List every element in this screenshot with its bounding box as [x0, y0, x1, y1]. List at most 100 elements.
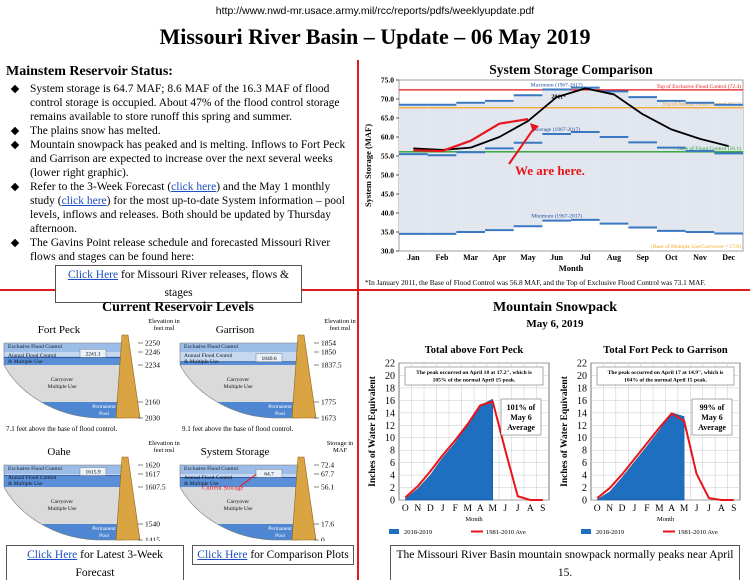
note-box [596, 366, 735, 386]
tick-label: 1673 [321, 414, 336, 423]
y-tick-label: 2 [582, 483, 587, 494]
y-tick-label: 8 [582, 446, 587, 457]
lake-outline [179, 464, 299, 541]
average-line [404, 400, 543, 501]
envelope-label: Maximum (1967-2017) [531, 82, 583, 89]
y-tick-label: 8 [390, 446, 395, 457]
tick-label: 1617 [145, 470, 160, 479]
y-tick-label: 70.0 [381, 95, 394, 104]
x-tick-label: O [402, 504, 409, 514]
x-axis-title: Month [559, 263, 584, 273]
note-text: 104% of the normal April 15 peak. [624, 378, 707, 384]
zone-label: Exclusive Flood Control [8, 466, 63, 472]
y-tick-label: 18 [385, 383, 395, 394]
range-band [657, 100, 686, 231]
reference-label: Base of Flood Control (56.1) [677, 145, 741, 152]
zone-label: Exclusive Flood Control [184, 344, 239, 350]
bullet: The plains snow has melted. [6, 124, 348, 138]
reservoir-panel: System Storage Exclusive Flood Control Ann… [179, 440, 354, 541]
bullet: Mountain snowpack has peaked and is melt… [6, 138, 348, 180]
zone-label: Pool [275, 411, 286, 417]
y-tick-label: 60.0 [381, 133, 394, 142]
range-band [456, 102, 485, 232]
x-tick-label: Sep [636, 253, 649, 262]
bullet-text: System storage is 64.7 MAF; 8.6 MAF of t… [30, 83, 340, 123]
url: http://www.nwd-mr.usace.army.mil/rcc/rep… [215, 5, 535, 17]
panel-note: 9.1 feet above the base of flood control… [182, 425, 294, 433]
x-tick-label: Jun [550, 253, 563, 262]
x-tick-label: Jan [407, 253, 420, 262]
zone-exclusive [4, 465, 122, 474]
link-text: for Latest 3-Week Forecast [75, 549, 163, 579]
current-box [255, 353, 283, 362]
range-band [714, 104, 743, 234]
note-box [404, 366, 544, 386]
bullet: The Gavins Point release schedule and fo… [6, 236, 348, 264]
y-tick-label: 75.0 [381, 76, 394, 85]
annotation: We are here. [515, 163, 585, 178]
axis-title: Elevation in [324, 318, 356, 325]
x-axis-title: Month [657, 516, 675, 523]
x-tick-label: D [427, 504, 434, 514]
y-tick-label: 55.0 [381, 152, 394, 161]
link[interactable]: click here [61, 195, 107, 207]
section-title: Mountain Snowpack [493, 300, 617, 315]
link-box: Click Here for Latest 3-Week Forecast [6, 545, 184, 580]
link[interactable]: click here [171, 181, 217, 193]
x-tick-label: A [718, 504, 725, 514]
snowpack-footer: The Missouri River Basin mountain snowpa… [390, 545, 740, 580]
x-tick-label: J [633, 504, 637, 514]
envelope-label: Average (1967-2017) [533, 126, 580, 133]
zone-label: Permanent [92, 404, 116, 410]
tick-label: 1620 [145, 461, 160, 470]
link[interactable]: Click Here [197, 549, 248, 561]
bullet-text: ) and the May 1 monthly study ( [30, 181, 331, 207]
zone-label: Annual Flood Control [184, 353, 233, 359]
range-band [542, 89, 571, 221]
y-tick-label: 10 [385, 433, 395, 444]
x-tick-label: J [441, 504, 445, 514]
zone-label: Pool [275, 533, 286, 539]
y-tick-label: 6 [582, 458, 587, 469]
link-box: Click Here for Comparison Plots [192, 545, 354, 565]
status-section: Mainstem Reservoir Status: System storag… [6, 64, 348, 264]
x-tick-label: A [668, 504, 675, 514]
status-list: System storage is 64.7 MAF; 8.6 MAF of t… [6, 82, 348, 264]
lake-outline [3, 464, 123, 541]
footnote: *In January 2011, the Base of Flood Cont… [365, 278, 706, 287]
y-tick-label: 2 [390, 483, 395, 494]
zone-exclusive [180, 465, 298, 474]
section-title: Current Reservoir Levels [102, 300, 254, 315]
current-label: Current Storage [202, 484, 243, 491]
tick-label: 17.6 [321, 520, 334, 529]
range-band [485, 100, 514, 231]
footer-text: The Missouri River Basin mountain snowpa… [396, 549, 734, 579]
x-tick-label: N [414, 504, 421, 514]
link[interactable]: Click Here [67, 269, 119, 281]
x-tick-label: Feb [436, 253, 449, 262]
tick-label: 1415 [145, 536, 160, 542]
tick-label: 1854 [321, 339, 336, 348]
snow-area [596, 412, 685, 501]
tick-label: 2030 [145, 414, 160, 423]
reservoir-name: Garrison [216, 324, 255, 336]
y-tick-label: 30.0 [381, 247, 394, 256]
arrow [508, 127, 535, 165]
zone-label: Exclusive Flood Control [8, 344, 63, 350]
axis-title: Elevation in [148, 440, 180, 447]
zone-label: Carryover [227, 499, 249, 505]
percent-text: May 6 [701, 413, 723, 422]
note-text: The peak occurred on April 17 at 14.9", … [608, 370, 724, 376]
link-text: for Missouri River releases, flows & sta… [118, 269, 289, 299]
legend-swatch [581, 529, 591, 534]
x-tick-label: Apr [492, 253, 506, 262]
y-tick-label: 14 [577, 408, 587, 419]
x-tick-label: J [516, 504, 520, 514]
y-tick-label: 45.0 [381, 190, 394, 199]
y-tick-label: 6 [390, 458, 395, 469]
zone-label: & Multiple Use [8, 359, 43, 365]
y-tick-label: 65.0 [381, 114, 394, 123]
link[interactable]: Click Here [27, 549, 78, 561]
legend-label: 1981-2010 Ave [678, 529, 718, 536]
y-tick-label: 20 [385, 371, 395, 382]
